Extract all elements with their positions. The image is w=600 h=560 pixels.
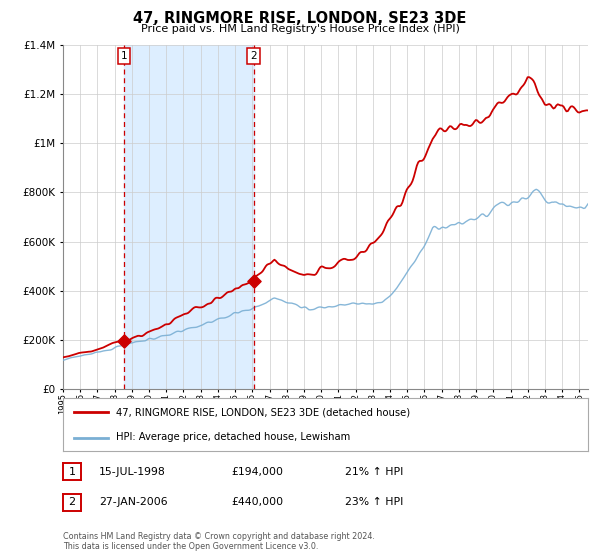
Point [249,277,259,286]
Text: 47, RINGMORE RISE, LONDON, SE23 3DE: 47, RINGMORE RISE, LONDON, SE23 3DE [133,11,467,26]
Text: 1: 1 [121,51,127,61]
Bar [124,45,254,389]
Text: HPI: Average price, detached house, Lewisham: HPI: Average price, detached house, Lewi… [115,432,350,442]
Text: Contains HM Land Registry data © Crown copyright and database right 2024.
This d: Contains HM Land Registry data © Crown c… [63,532,375,552]
Text: 2: 2 [250,51,257,61]
Text: 21% ↑ HPI: 21% ↑ HPI [345,466,403,477]
Text: £440,000: £440,000 [231,497,283,507]
Text: 1: 1 [68,466,76,477]
Point [119,337,128,346]
Text: 2: 2 [68,497,76,507]
Text: 15-JUL-1998: 15-JUL-1998 [99,466,166,477]
Text: 23% ↑ HPI: 23% ↑ HPI [345,497,403,507]
Text: Price paid vs. HM Land Registry's House Price Index (HPI): Price paid vs. HM Land Registry's House … [140,24,460,34]
Text: £194,000: £194,000 [231,466,283,477]
Text: 27-JAN-2006: 27-JAN-2006 [99,497,167,507]
Text: 47, RINGMORE RISE, LONDON, SE23 3DE (detached house): 47, RINGMORE RISE, LONDON, SE23 3DE (det… [115,408,410,418]
